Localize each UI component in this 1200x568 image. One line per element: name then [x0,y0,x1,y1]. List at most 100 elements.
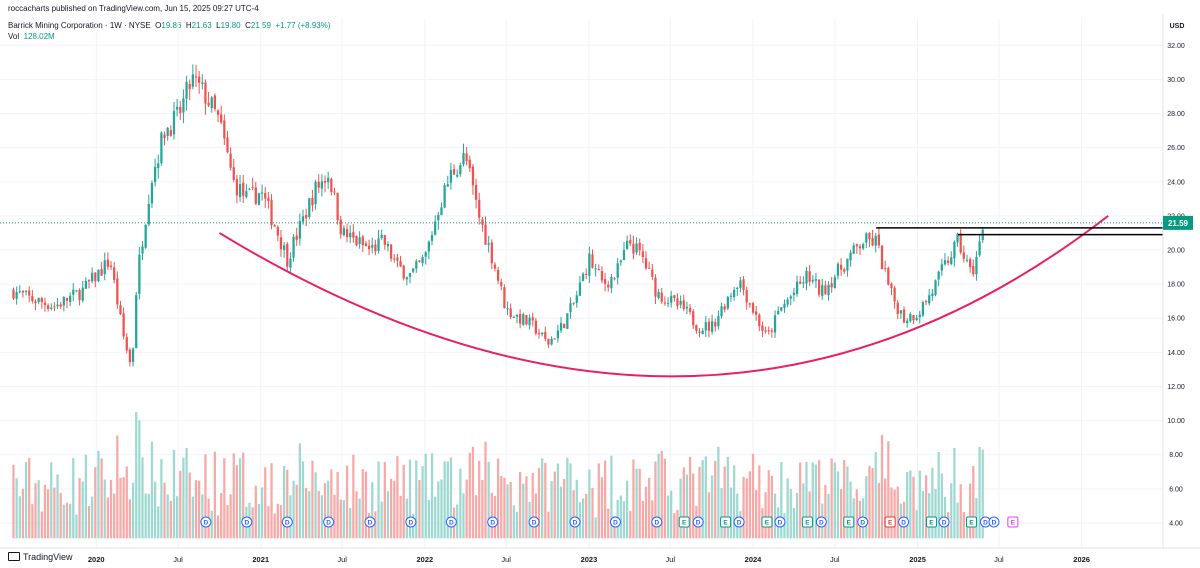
volume-bar [106,497,110,539]
volume-value: 128.02M [23,32,55,41]
dividend-marker [569,516,581,528]
volume-bar [311,460,314,539]
volume-bar [953,447,956,539]
candle-body [764,330,767,332]
candle-body [877,234,881,246]
volume-bar [235,465,239,539]
event-marker-label: D [326,520,331,527]
volume-bar [34,483,37,539]
candle-body [566,313,569,329]
volume-bar [84,454,87,539]
candle-body [213,95,217,109]
event-marker-label: D [532,520,537,527]
candle-body [21,290,25,293]
volume-bar [62,504,65,539]
volume-bar [537,467,541,539]
volume-bar [732,465,736,539]
candle-body [383,235,386,245]
candle-body [773,315,777,333]
candle-body [220,114,223,123]
event-marker-label: E [847,520,852,527]
x-tick-label: Jul [173,555,183,564]
earnings-marker [925,516,937,528]
candle-body [622,250,626,261]
candle-body [553,338,556,340]
volume-bar [950,483,953,539]
candle-body [198,76,201,83]
event-marker-label: D [368,520,373,527]
candle-body [833,277,836,289]
change-value: +1.77 (+8.93%) [275,21,331,30]
candle-body [547,338,550,345]
last-price-label: 21.59 [1168,219,1189,228]
volume-bar [685,474,689,539]
volume-bar [399,495,402,539]
volume-bar [893,489,896,539]
volume-bar [522,483,525,539]
volume-bar [786,478,789,539]
candle-body [361,236,364,246]
volume-bar [446,461,449,539]
candle-body [682,300,685,309]
volume-bar [817,460,821,539]
volume-bar [729,487,733,539]
bowl-curve [218,215,1109,378]
dividend-marker [200,516,212,528]
volume-bar [257,503,261,539]
candle-body [509,308,512,318]
volume-bar [131,482,135,539]
volume-bar [544,462,547,539]
dividend-marker [405,516,417,528]
candle-body [496,270,500,281]
volume-bar [478,460,481,539]
candle-body [147,204,150,225]
volume-bar [327,480,330,539]
candle-body [160,132,163,164]
volume-bar [588,469,591,539]
candle-body [802,282,805,284]
candle-body [852,245,855,254]
candle-body [301,216,305,222]
y-tick-label: 30.00 [1167,77,1185,84]
candle-body [924,301,928,303]
dividend-marker [651,516,663,528]
event-marker-label: D [244,520,249,527]
volume-bar [122,477,125,539]
event-marker-label: D [204,520,209,527]
volume-bar [814,464,818,539]
event-marker-label: D [490,520,495,527]
volume-bar [767,470,770,539]
volume-bar [135,412,138,539]
candle-body [704,322,707,331]
volume-bar [940,473,943,539]
volume-bar [194,480,198,539]
volume-bar [172,450,176,539]
volume-bar [471,446,475,539]
volume-bar [692,473,695,539]
high-label: H [185,21,192,30]
volume-bar [198,480,201,539]
candle-body [880,245,884,270]
volume-bar [320,495,324,539]
candle-body [320,181,324,189]
volume-bar [490,492,493,539]
candle-body [946,260,950,264]
candle-body [902,309,906,323]
dividend-marker [692,516,704,528]
candle-body [799,281,802,284]
candle-body [138,254,141,294]
volume-bar [755,489,758,539]
volume-bar [676,509,679,539]
dividend-marker [988,516,1000,528]
event-marker-label: E [969,520,974,527]
low-label: L [216,21,221,30]
candle-body [276,227,279,236]
tradingview-logo: TradingView [8,552,73,562]
candle-body [899,310,903,314]
volume-bar [242,452,245,539]
earnings-marker [761,516,773,528]
event-marker-label: E [682,520,687,527]
candle-body [839,264,843,270]
candle-body [72,289,75,295]
